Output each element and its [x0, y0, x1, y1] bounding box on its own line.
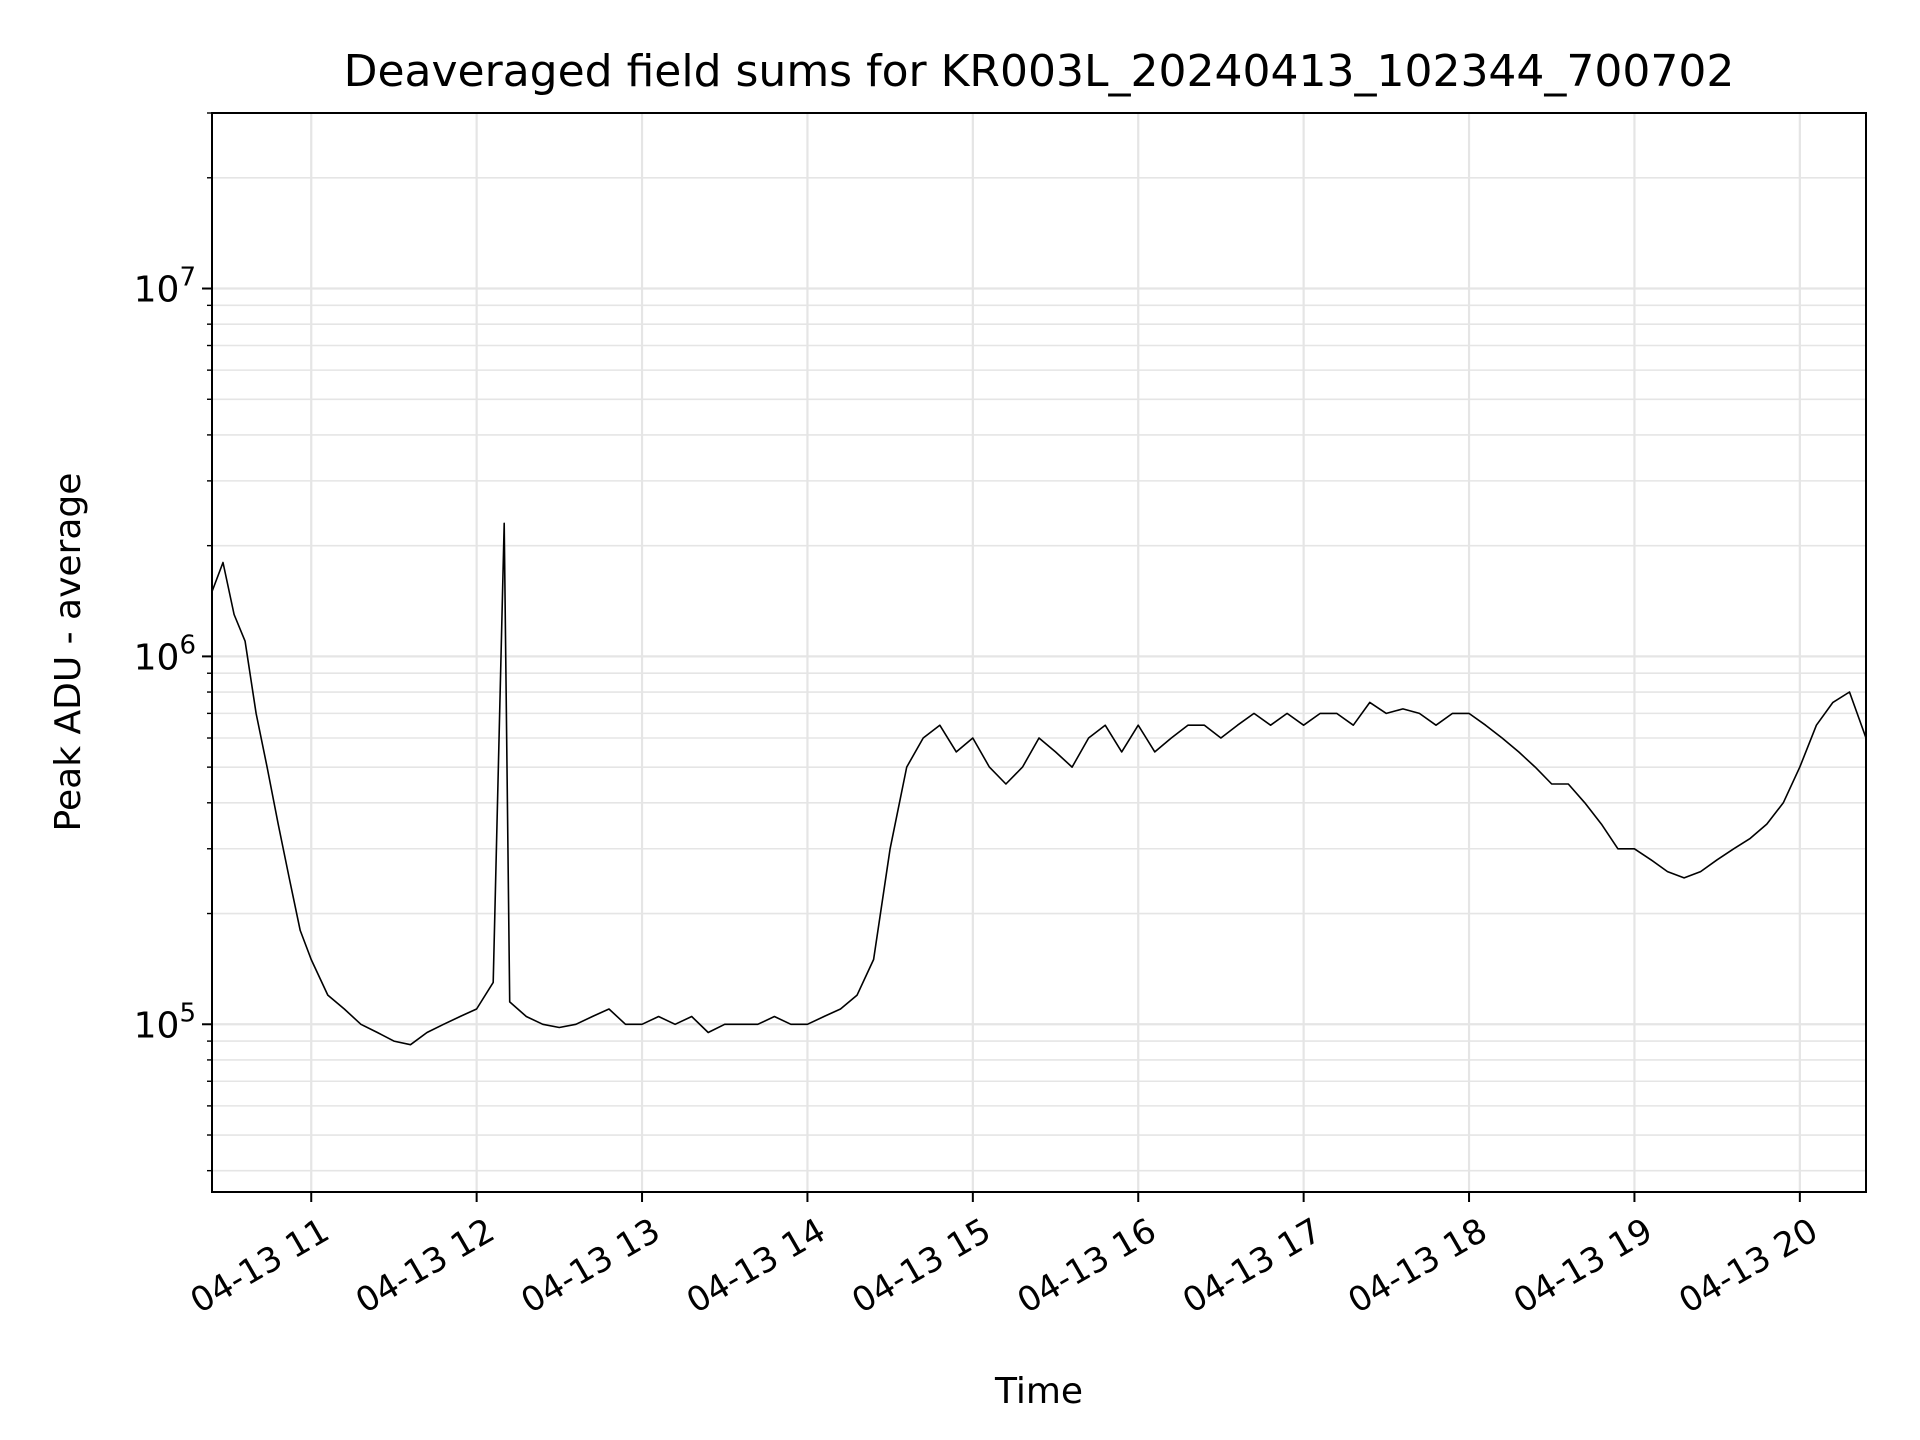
plot-frame [211, 112, 1867, 1193]
series-line [211, 522, 1867, 1046]
y-tick-label: 105 [134, 998, 196, 1046]
chart-title: Deaveraged field sums for KR003L_2024041… [344, 46, 1735, 97]
grid [212, 112, 1866, 1192]
y-tick-label: 107 [134, 263, 196, 311]
data-layer [211, 522, 1867, 1046]
y-tick-label: 106 [134, 630, 196, 678]
x-axis-label: Time [994, 1371, 1083, 1412]
y-axis-label: Peak ADU - average [48, 473, 89, 832]
